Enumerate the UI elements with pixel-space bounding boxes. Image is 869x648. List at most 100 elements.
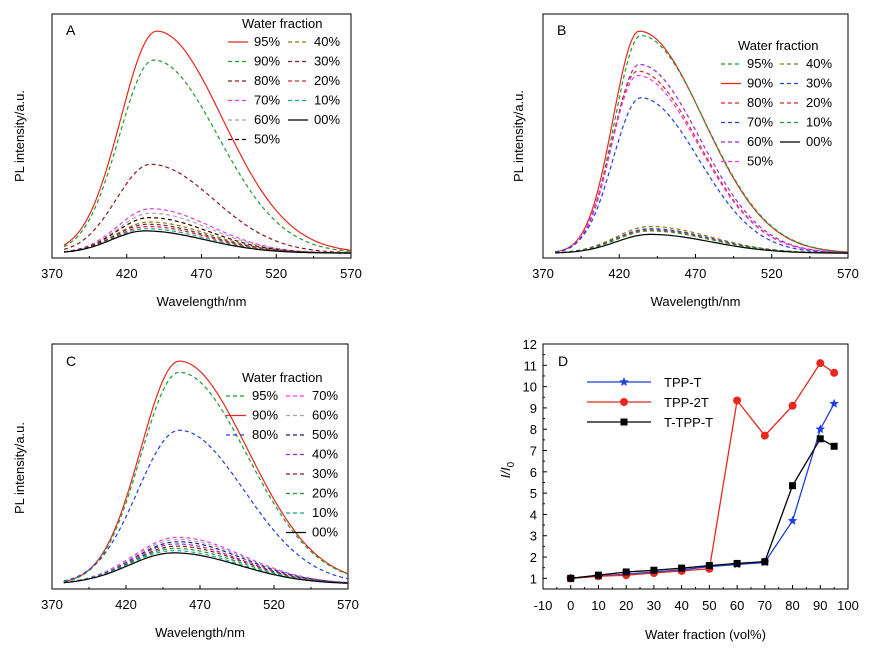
x-tick-label: 70 — [758, 598, 772, 613]
legend-label: 00% — [312, 525, 338, 540]
series-line-40pct — [555, 225, 848, 254]
series-line-95pct — [63, 30, 352, 251]
panel-D: D-10 0 10 20 30 40 50 60 70 80 90 10012345678910111… — [498, 337, 859, 642]
legend-label: 40% — [314, 34, 340, 49]
data-point — [829, 398, 839, 408]
legend-label: 10% — [314, 93, 340, 108]
y-tick-label: 12 — [523, 337, 537, 352]
legend-label: 10% — [806, 115, 832, 130]
legend-label: 90% — [254, 54, 280, 69]
x-axis-label: Water fraction (vol%) — [645, 627, 766, 642]
x-tick-label: 100 — [837, 598, 859, 613]
legend-label: 80% — [252, 427, 278, 442]
y-tick-label: 6 — [530, 465, 537, 480]
legend-title: Water fraction — [242, 16, 322, 31]
series-line-95pct — [555, 34, 849, 253]
legend-label: 40% — [312, 447, 338, 462]
x-tick-label: 30 — [647, 598, 661, 613]
data-point — [789, 482, 797, 490]
plot-frame — [51, 13, 352, 259]
x-tick-label: 470 — [189, 597, 211, 612]
x-tick-label: 420 — [608, 266, 630, 281]
data-point — [619, 377, 629, 386]
x-tick-label: 370 — [532, 266, 554, 281]
legend-label: 30% — [314, 54, 340, 69]
series-line-T-TPP-T — [570, 437, 835, 579]
legend-label: 40% — [806, 56, 832, 71]
x-axis-label: Wavelength/nm — [157, 294, 247, 309]
x-tick-label: 60 — [730, 598, 744, 613]
data-point — [622, 568, 630, 576]
y-tick-label: 7 — [530, 444, 537, 459]
y-tick-label: 8 — [530, 422, 537, 437]
series-line-00pct — [555, 233, 848, 254]
series-line-90pct — [63, 360, 349, 583]
panel-label: C — [66, 353, 76, 369]
data-point — [830, 442, 838, 450]
data-point — [650, 566, 658, 574]
legend-label: 20% — [312, 486, 338, 501]
series-line-70pct — [63, 208, 351, 254]
series-line-90pct — [63, 59, 352, 252]
y-tick-label: 9 — [530, 401, 537, 416]
legend-label: 50% — [254, 132, 280, 147]
x-tick-label: 520 — [265, 266, 287, 281]
x-tick-label: 0 — [567, 598, 574, 613]
x-tick-label: 520 — [263, 597, 285, 612]
x-tick-label: 50 — [702, 598, 716, 613]
y-tick-label: 4 — [530, 507, 537, 522]
data-point — [705, 562, 713, 570]
data-point — [733, 396, 742, 405]
legend-label: 20% — [806, 95, 832, 110]
data-point — [815, 424, 825, 434]
x-tick-label: 470 — [685, 266, 707, 281]
series-line-50pct — [63, 217, 351, 254]
legend-label: 60% — [747, 134, 773, 149]
y-tick-label: 1 — [530, 571, 537, 586]
data-point — [567, 574, 575, 582]
x-tick-label: 370 — [41, 266, 63, 281]
data-point — [678, 564, 686, 572]
panel-label: D — [558, 353, 568, 369]
x-tick-label: 570 — [837, 266, 859, 281]
data-point — [830, 368, 839, 377]
series-line-10pct — [555, 230, 848, 254]
data-point — [760, 431, 769, 440]
y-axis-label-sub: 0 — [506, 461, 517, 467]
legend-label: 50% — [747, 154, 773, 169]
series-line-60pct — [63, 538, 349, 584]
legend-label: 70% — [254, 93, 280, 108]
legend-label: 50% — [312, 427, 338, 442]
x-tick-label: 470 — [191, 266, 213, 281]
legend-label: 30% — [312, 466, 338, 481]
data-point — [594, 571, 602, 579]
series-line-70pct — [555, 97, 849, 254]
x-tick-label: 420 — [115, 597, 137, 612]
series-line-80pct — [63, 429, 349, 582]
legend-label: 80% — [747, 95, 773, 110]
y-axis-label-main: I/I — [498, 467, 513, 478]
data-point — [620, 398, 628, 406]
panel-C: C 370 420 470 520 570 Wavelength/nm PL intensit… — [12, 343, 359, 640]
y-axis-label: PL intensity/a.u. — [12, 90, 27, 182]
data-point — [816, 435, 824, 443]
legend-label: 70% — [312, 388, 338, 403]
data-point — [761, 558, 769, 566]
panel-label: B — [557, 22, 566, 38]
legend-label: 95% — [252, 388, 278, 403]
x-tick-label: 570 — [340, 266, 362, 281]
legend-label: 20% — [314, 73, 340, 88]
legend-label: 00% — [806, 134, 832, 149]
x-tick-label: 420 — [116, 266, 138, 281]
legend-label: 60% — [254, 112, 280, 127]
legend-label: TPP-T — [664, 375, 702, 390]
series-line-00pct — [63, 552, 349, 584]
data-point — [816, 359, 825, 368]
legend-label: 00% — [314, 112, 340, 127]
series-line-20pct — [555, 229, 848, 254]
legend-label: 60% — [312, 408, 338, 423]
legend-label: T-TPP-T — [664, 415, 713, 430]
series-line-40pct — [63, 543, 349, 584]
series-line-80pct — [63, 163, 352, 254]
